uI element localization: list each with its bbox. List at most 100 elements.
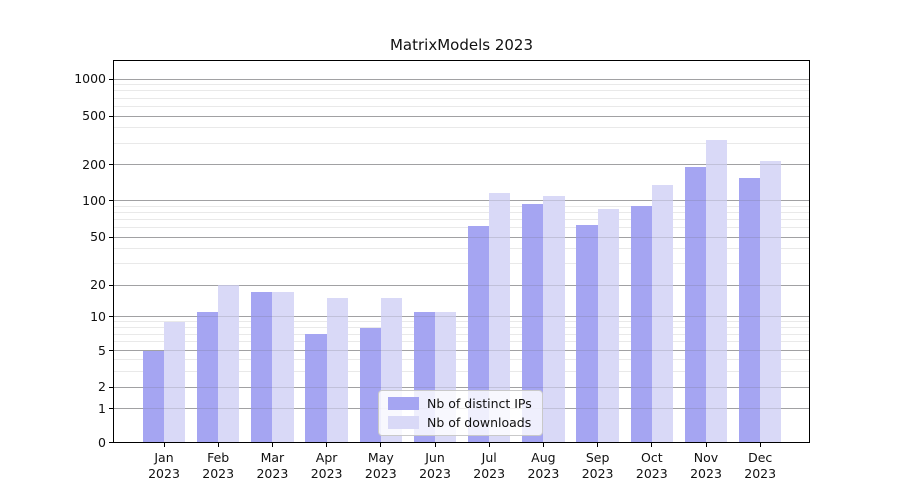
gridline-major (114, 386, 809, 388)
bar-downloads-feb (218, 285, 240, 442)
gridline-overlay (114, 200, 809, 202)
gridline-minor (114, 248, 809, 250)
gridline-minor (114, 370, 809, 372)
legend-swatch-downloads (388, 416, 419, 429)
x-tick (488, 443, 490, 447)
gridline-minor (114, 327, 809, 329)
x-tick-label: Jul 2023 (473, 450, 506, 481)
y-tick-label: 10 (90, 308, 106, 324)
gridline-overlay (114, 284, 809, 286)
gridline-major (114, 115, 809, 117)
gridline-minor (114, 263, 809, 265)
y-tick (109, 164, 113, 166)
x-tick-label: Jan 2023 (148, 450, 180, 481)
gridline-minor (114, 105, 809, 107)
x-tick-label: Apr 2023 (310, 450, 343, 481)
gridline-minor (114, 84, 809, 86)
x-tick-label: Aug 2023 (527, 450, 560, 481)
gridline-minor (114, 341, 809, 343)
bar-ips-feb (197, 312, 219, 442)
bar-downloads-jul (489, 193, 511, 442)
x-tick (651, 443, 653, 447)
gridline-overlay (114, 386, 809, 388)
gridline-major (114, 316, 809, 318)
x-tick-label: Oct 2023 (635, 450, 668, 481)
y-tick (109, 442, 113, 444)
bar-ips-dec (739, 177, 761, 442)
gridline-major (114, 284, 809, 286)
x-tick-label: Dec 2023 (744, 450, 777, 481)
x-tick (542, 443, 544, 447)
y-tick (109, 284, 113, 286)
x-tick (163, 443, 165, 447)
legend-item-ips: Nb of distinct IPs (388, 396, 532, 411)
legend-item-downloads: Nb of downloads (388, 415, 532, 430)
gridline-minor (114, 226, 809, 228)
y-tick-label: 5 (98, 342, 106, 358)
bar-ips-apr (305, 334, 327, 442)
y-tick (109, 386, 113, 388)
gridline-major (114, 350, 809, 352)
bar-ips-sep (576, 224, 598, 442)
y-tick (109, 350, 113, 352)
x-tick (434, 443, 436, 447)
bar-downloads-jan (164, 321, 186, 442)
gridline-major (114, 164, 809, 166)
gridline-minor (114, 321, 809, 323)
x-tick-label: Feb 2023 (202, 450, 235, 481)
gridline-overlay (114, 115, 809, 117)
bar-downloads-sep (597, 209, 619, 442)
bar-ips-oct (630, 206, 652, 442)
y-tick-label: 200 (82, 156, 106, 172)
gridline-overlay (114, 236, 809, 238)
y-tick (109, 408, 113, 410)
gridline-minor (114, 127, 809, 129)
legend-swatch-ips (388, 397, 419, 410)
gridline-minor (114, 359, 809, 361)
legend-label-downloads: Nb of downloads (427, 415, 532, 430)
x-tick-label: Mar 2023 (256, 450, 289, 481)
y-tick (109, 115, 113, 117)
bar-ips-nov (684, 167, 706, 442)
gridline-overlay (114, 78, 809, 80)
gridline-overlay (114, 350, 809, 352)
bar-downloads-apr (326, 298, 348, 442)
y-tick-label: 1 (98, 400, 106, 416)
legend: Nb of distinct IPs Nb of downloads (378, 390, 543, 436)
gridline-minor (114, 205, 809, 207)
x-tick-label: Nov 2023 (690, 450, 722, 481)
x-tick (271, 443, 273, 447)
gridline-minor (114, 97, 809, 99)
x-tick-label: Sep 2023 (581, 450, 614, 481)
y-tick-label: 2 (98, 379, 106, 395)
bar-downloads-dec (760, 160, 782, 442)
plot-area (113, 60, 810, 443)
gridline-minor (114, 333, 809, 335)
bar-downloads-oct (651, 185, 673, 442)
gridline-major (114, 236, 809, 238)
x-tick (380, 443, 382, 447)
x-tick (217, 443, 219, 447)
bar-downloads-mar (272, 292, 294, 442)
y-tick (109, 78, 113, 80)
y-tick (109, 316, 113, 318)
bar-ips-aug (522, 203, 544, 442)
gridline-minor (114, 218, 809, 220)
gridline-major (114, 200, 809, 202)
gridline-overlay (114, 316, 809, 318)
bar-ips-jul (468, 225, 490, 442)
gridline-minor (114, 142, 809, 144)
bar-ips-may (359, 327, 381, 442)
y-tick-label: 1000 (74, 71, 106, 86)
x-tick-label: May 2023 (364, 450, 397, 481)
y-tick-label: 50 (90, 229, 106, 244)
gridline-overlay (114, 164, 809, 166)
x-tick (597, 443, 599, 447)
y-tick-label: 0 (98, 434, 106, 450)
gridline-minor (114, 211, 809, 213)
y-tick-label: 500 (82, 108, 106, 123)
legend-label-ips: Nb of distinct IPs (427, 396, 532, 411)
gridline-major (114, 78, 809, 80)
y-tick (109, 236, 113, 238)
x-tick (326, 443, 328, 447)
